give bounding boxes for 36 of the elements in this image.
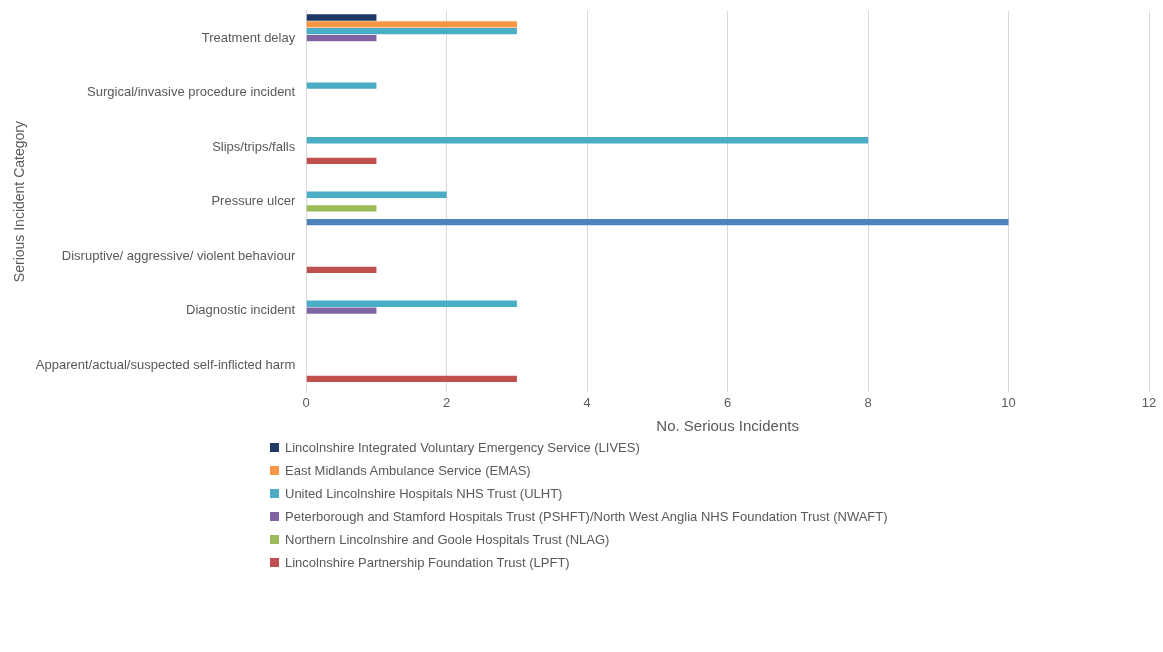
bar [306,21,517,28]
y-tick-label: Disruptive/ aggressive/ violent behaviour [61,247,296,263]
x-tick-label: 6 [723,394,732,410]
y-tick-label: Diagnostic incident [186,302,296,318]
x-tick-label: 10 [1001,394,1016,410]
bar [306,300,517,307]
legend-label: Lincolnshire Partnership Foundation Trust (LPFT) [285,555,570,570]
bar [306,14,377,21]
legend-label: United Lincolnshire Hospitals NHS Trust (ULHT) [285,486,563,501]
bar [306,219,1009,226]
y-tick-label: Surgical/invasive procedure incident [87,84,296,100]
x-tick-label: 12 [1141,394,1157,410]
legend-label: East Midlands Ambulance Service (EMAS) [285,463,531,478]
bar [306,28,517,35]
legend-label: Lincolnshire Integrated Voluntary Emergency Service (LIVES) [285,440,640,455]
bar [306,191,447,198]
y-axis-title: Serious Incident Category [11,121,28,283]
y-tick-label: Pressure ulcer [211,193,296,209]
x-tick-label: 8 [864,394,872,410]
x-tick-label: 2 [443,394,451,410]
bar [306,266,377,273]
legend-label: Peterborough and Stamford Hospitals Trust (PSHFT)/North West Anglia NHS Foundation Trust (NWAFT) [285,509,888,524]
bar [306,205,377,212]
bar [306,82,377,89]
y-tick-label: Treatment delay [201,29,296,45]
x-axis-title: No. Serious Incidents [656,417,799,435]
x-tick-label: 4 [583,394,591,410]
legend-label: Northern Lincolnshire and Goole Hospitals Trust (NLAG) [285,532,610,547]
bar [306,137,869,144]
y-tick-label: Slips/trips/falls [212,138,296,154]
bar [306,34,377,42]
bar [306,375,517,382]
y-tick-label: Apparent/actual/suspected self-inflicted harm [35,356,296,372]
bar [306,157,377,164]
bar [306,307,377,314]
x-tick-label: 0 [302,394,310,410]
